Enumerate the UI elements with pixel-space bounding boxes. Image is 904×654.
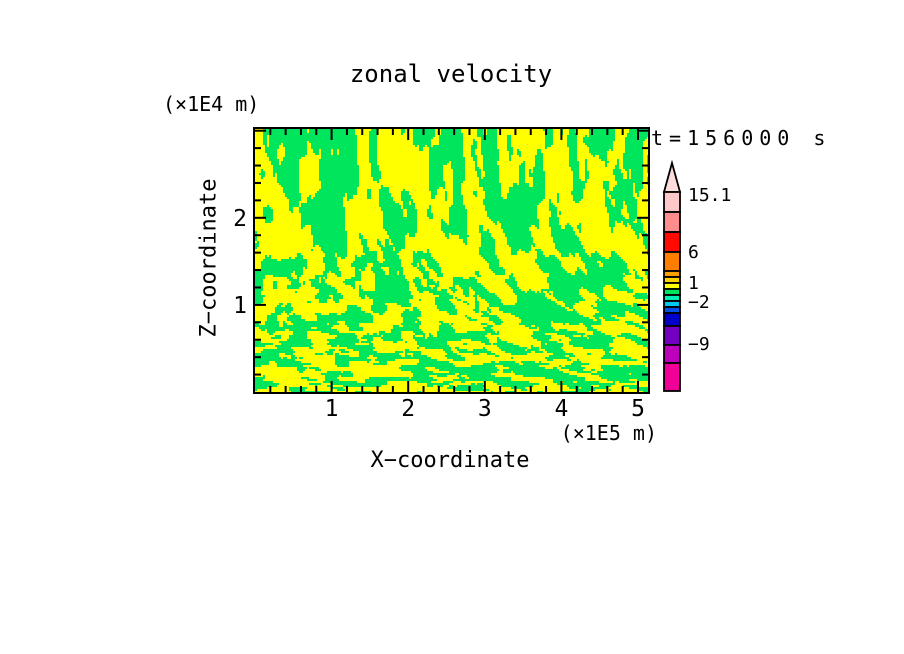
colorbar-label: −9 <box>688 334 710 355</box>
x-tick-label: 4 <box>554 396 569 422</box>
colorbar-arrow-tip <box>662 159 682 193</box>
colorbar-label: 1 <box>688 273 699 294</box>
y-axis-label: Z−coordinate <box>196 178 222 338</box>
colorbar-segment <box>663 344 681 364</box>
chart-title: zonal velocity <box>349 60 553 88</box>
colorbar-label: −2 <box>688 292 710 313</box>
colorbar-label: 6 <box>688 242 699 263</box>
colorbar-segment <box>663 325 681 346</box>
axis-ticks <box>255 129 648 392</box>
x-tick-label: 2 <box>401 396 416 422</box>
colorbar-segment <box>663 191 681 213</box>
y-axis-unit-label: (×1E4 m) <box>163 92 260 116</box>
colorbar-label: 15.1 <box>688 185 732 206</box>
plot-area <box>253 127 650 394</box>
colorbar-segment <box>663 312 681 327</box>
velocity-field-heatmap <box>255 129 648 392</box>
x-tick-label: 1 <box>324 396 339 422</box>
x-tick-label: 3 <box>477 396 492 422</box>
x-axis-unit-label: (×1E5 m) <box>560 421 657 445</box>
colorbar-segment <box>663 251 681 272</box>
x-tick-label: 5 <box>631 396 645 422</box>
colorbar-segment <box>663 362 681 392</box>
colorbar-segment <box>663 231 681 253</box>
y-tick-label: 2 <box>233 205 247 232</box>
colorbar <box>662 159 682 392</box>
y-tick-label: 1 <box>233 292 247 319</box>
colorbar-segment <box>663 211 681 233</box>
time-label: t=156000 s <box>651 126 832 150</box>
x-axis-label: X−coordinate <box>370 448 530 473</box>
